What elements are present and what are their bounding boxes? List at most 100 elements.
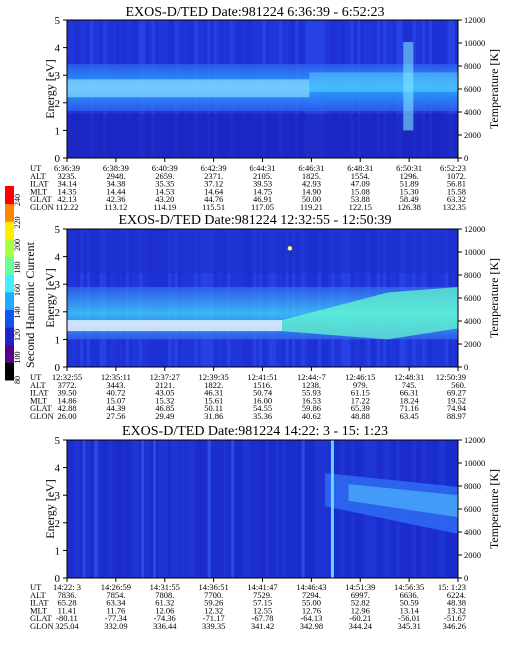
ephemeris-value: 26.00: [57, 411, 76, 421]
ephemeris-value: 57.15: [253, 598, 272, 608]
ephemeris-value: 39.50: [57, 388, 76, 398]
ephemeris-value: 979.: [353, 380, 368, 390]
ephemeris-value: 6:38:39: [103, 163, 129, 173]
ephemeris-value: 2371.: [204, 171, 223, 181]
ephemeris-value: 43.20: [155, 194, 174, 204]
ephemeris-value: 14:36:51: [199, 582, 229, 592]
ephemeris-value: 3443.: [106, 380, 125, 390]
colorbar-swatch: [5, 274, 14, 293]
ephemeris-value: 122.15: [349, 202, 372, 212]
ephemeris-value: 18.24: [400, 395, 420, 405]
colorbar-tick-label: 200: [13, 239, 22, 251]
ephemeris-value: 12:39:35: [199, 372, 229, 382]
ephemeris-value: 3235.: [57, 171, 76, 181]
ephemeris-value: 15.30: [400, 186, 419, 196]
colorbar-label: Second Harmonic Current: [23, 241, 37, 368]
ephemeris-value: 12:48:31: [394, 372, 424, 382]
ephemeris-value: 40.62: [302, 411, 321, 421]
ephemeris-value: 1516.: [253, 380, 272, 390]
ephemeris-value: 65.28: [57, 598, 76, 608]
ephemeris-value: 6:50:31: [396, 163, 422, 173]
y2-tick-label: 2000: [464, 130, 481, 140]
ephemeris-value: 6:46:31: [298, 163, 324, 173]
ephemeris-value: 16.53: [302, 395, 321, 405]
y-tick-label: 4: [55, 252, 61, 264]
ephemeris-value: 1238.: [302, 380, 321, 390]
y-tick-label: 5: [55, 435, 61, 447]
ephemeris-value: 13.14: [400, 605, 420, 615]
y-tick-label: 5: [55, 224, 61, 236]
ephemeris-row-label: MLT: [30, 605, 48, 615]
ephemeris-value: 132.35: [443, 202, 466, 212]
ephemeris-value: 50.00: [302, 194, 321, 204]
y-tick-label: 3: [55, 490, 61, 502]
ephemeris-value: 46.85: [155, 403, 174, 413]
y2-axis-label: Temperature [K]: [487, 258, 501, 338]
ephemeris-value: 1296.: [400, 171, 419, 181]
colorbar-tick-label: 220: [13, 217, 22, 229]
ephemeris-value: 46.31: [204, 388, 223, 398]
heatmap-tail: [282, 286, 458, 340]
ephemeris-value: 15.32: [155, 395, 174, 405]
ephemeris-value: 14.86: [57, 395, 76, 405]
ephemeris-value: 113.12: [104, 202, 127, 212]
ephemeris-value: 11.76: [106, 605, 125, 615]
y2-tick-label: 4000: [464, 316, 481, 326]
ephemeris-value: 7808.: [155, 590, 174, 600]
ephemeris-value: 29.49: [155, 411, 174, 421]
ephemeris-value: 342.98: [300, 621, 323, 631]
ephemeris-value: 65.39: [351, 403, 370, 413]
heatmap-streak: [330, 440, 334, 578]
ephemeris-value: 2121.: [155, 380, 174, 390]
ephemeris-row-label: ILAT: [30, 179, 49, 189]
y-axis-label: Energy [eV]: [43, 268, 57, 327]
ephemeris-value: 114.19: [153, 202, 176, 212]
ephemeris-value: 12:46:15: [345, 372, 375, 382]
ephemeris-value: 34.14: [57, 179, 77, 189]
y-axis-label: Energy [eV]: [43, 479, 57, 538]
colorbar-swatch: [5, 291, 14, 310]
y-tick-label: 4: [55, 43, 61, 55]
ephemeris-value: -51.67: [444, 613, 466, 623]
y2-tick-label: 0: [464, 362, 468, 372]
ephemeris-row-label: MLT: [30, 395, 48, 405]
heatmap-low: [67, 113, 458, 158]
colorbar-swatch: [5, 344, 14, 363]
ephemeris-value: -77.34: [105, 613, 128, 623]
y2-tick-label: 8000: [464, 270, 481, 280]
ephemeris-value: 332.09: [104, 621, 127, 631]
ephemeris-value: 61.15: [351, 388, 370, 398]
y2-tick-label: 10000: [464, 458, 485, 468]
colorbar-swatch: [5, 221, 14, 240]
heatmap-streak: [403, 42, 414, 131]
ephemeris-value: -56.01: [398, 613, 420, 623]
colorbar-swatch: [5, 238, 14, 258]
heatmap-streak: [153, 440, 157, 578]
ephemeris-value: 14:31:55: [150, 582, 180, 592]
ephemeris-value: 42.88: [57, 403, 76, 413]
colorbar-tick-label: 140: [13, 307, 22, 319]
ephemeris-value: 43.05: [155, 388, 174, 398]
ephemeris-value: 74.94: [447, 403, 467, 413]
ephemeris-value: 42.93: [302, 179, 321, 189]
ephemeris-value: 71.16: [400, 403, 419, 413]
heatmap-core: [67, 320, 283, 332]
colorbar-tick-label: 120: [13, 329, 22, 341]
y-tick-label: 0: [55, 573, 61, 585]
ephemeris-value: -74.36: [154, 613, 176, 623]
y2-tick-label: 12000: [464, 15, 485, 25]
ephemeris-row-label: UT: [30, 372, 42, 382]
ephemeris-value: 47.09: [351, 179, 370, 189]
ephemeris-value: 6997.: [351, 590, 370, 600]
y2-axis-label: Temperature [K]: [487, 469, 501, 549]
ephemeris-value: 27.56: [106, 411, 125, 421]
ephemeris-value: 35.35: [155, 179, 174, 189]
colorbar-tick-label: 160: [13, 284, 22, 296]
ephemeris-value: 6:48:31: [347, 163, 373, 173]
y-tick-label: 0: [55, 362, 61, 374]
ephemeris-value: 7294.: [302, 590, 321, 600]
heatmap-streak: [82, 440, 86, 578]
ephemeris-value: 39.53: [253, 179, 272, 189]
colorbar-swatch: [5, 327, 14, 346]
y2-tick-label: 4000: [464, 527, 481, 537]
